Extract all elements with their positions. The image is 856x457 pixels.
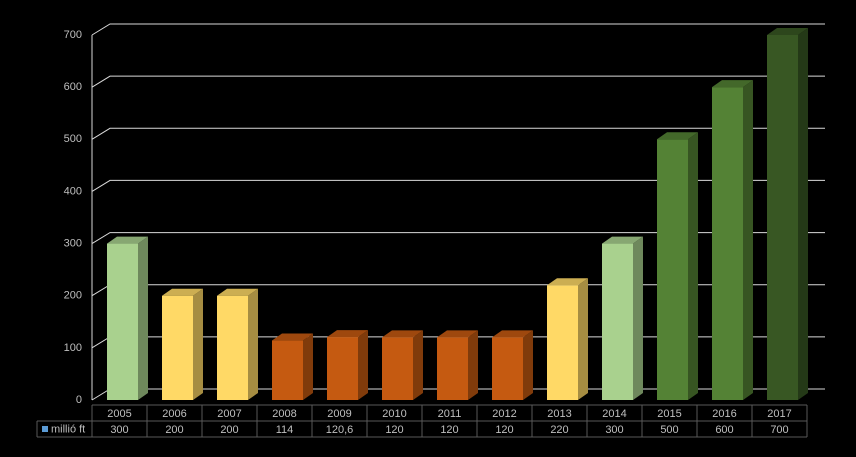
x-tick-label: 2016 — [712, 408, 736, 420]
legend-label: millió ft — [51, 423, 85, 435]
bar-top — [107, 236, 148, 244]
bar-side — [358, 330, 368, 400]
y-tick-label: 600 — [64, 81, 82, 93]
bar-side — [248, 288, 258, 400]
bar — [272, 340, 303, 400]
grid-line — [91, 23, 825, 36]
data-table-value: 700 — [770, 424, 788, 436]
y-tick-label: 400 — [64, 185, 82, 197]
y-tick-label: 0 — [76, 394, 82, 406]
bar-top — [327, 330, 368, 338]
bar — [712, 87, 743, 401]
bar-side — [743, 80, 753, 401]
x-tick-label: 2014 — [602, 408, 626, 420]
bar — [217, 295, 248, 400]
x-tick-label: 2013 — [547, 408, 571, 420]
data-table-value: 120 — [495, 424, 513, 436]
bar-top — [547, 278, 588, 286]
bar — [602, 243, 633, 400]
y-tick-label: 700 — [64, 29, 82, 41]
bar-top — [272, 333, 313, 341]
bar-side — [138, 236, 148, 400]
data-table-value: 600 — [715, 424, 733, 436]
bar-top — [382, 330, 423, 338]
data-table-value: 200 — [165, 424, 183, 436]
bar — [437, 337, 468, 400]
y-tick-label: 500 — [64, 133, 82, 145]
x-tick-label: 2010 — [382, 408, 406, 420]
bar-top — [162, 288, 203, 296]
bar-side — [468, 330, 478, 400]
bar — [547, 285, 578, 400]
bar — [327, 337, 358, 400]
bar-top — [217, 288, 258, 296]
bar-side — [578, 278, 588, 400]
bar-top — [712, 80, 753, 88]
bar-top — [657, 132, 698, 140]
bar-side — [798, 28, 808, 400]
bar-side — [523, 330, 533, 400]
x-tick-label: 2006 — [162, 408, 186, 420]
grid-line — [91, 75, 825, 88]
data-table-value: 120 — [440, 424, 458, 436]
data-table-value: 200 — [220, 424, 238, 436]
x-tick-label: 2012 — [492, 408, 516, 420]
y-tick-label: 200 — [64, 290, 82, 302]
x-tick-label: 2015 — [657, 408, 681, 420]
bar-top — [492, 330, 533, 338]
data-table-value: 120 — [385, 424, 403, 436]
bar — [107, 243, 138, 400]
bar — [492, 337, 523, 400]
data-table-value: 300 — [110, 424, 128, 436]
bar-side — [688, 132, 698, 401]
bar — [382, 337, 413, 400]
bar — [657, 139, 688, 401]
bar-top — [437, 330, 478, 338]
data-table-value: 500 — [660, 424, 678, 436]
y-tick-label: 300 — [64, 237, 82, 249]
bar-side — [193, 288, 203, 400]
data-table-value: 120,6 — [326, 424, 354, 436]
x-tick-label: 2011 — [438, 408, 462, 420]
bar-top — [602, 236, 643, 244]
bar-top — [767, 28, 808, 35]
x-tick-label: 2007 — [217, 408, 241, 420]
data-table-value: 300 — [605, 424, 623, 436]
bar-side — [413, 330, 423, 400]
bar — [162, 295, 193, 400]
bar — [767, 35, 798, 400]
data-table-value: 220 — [550, 424, 568, 436]
x-tick-label: 2017 — [767, 408, 791, 420]
x-tick-label: 2005 — [107, 408, 131, 420]
x-tick-label: 2009 — [327, 408, 351, 420]
data-table-value: 114 — [276, 424, 294, 436]
bar-side — [303, 333, 313, 400]
grid-line — [91, 179, 825, 192]
grid-line — [91, 232, 825, 244]
grid-line — [91, 127, 825, 140]
x-tick-label: 2008 — [272, 408, 296, 420]
legend-swatch — [42, 426, 48, 432]
bar-side — [633, 236, 643, 400]
y-tick-label: 100 — [64, 342, 82, 354]
